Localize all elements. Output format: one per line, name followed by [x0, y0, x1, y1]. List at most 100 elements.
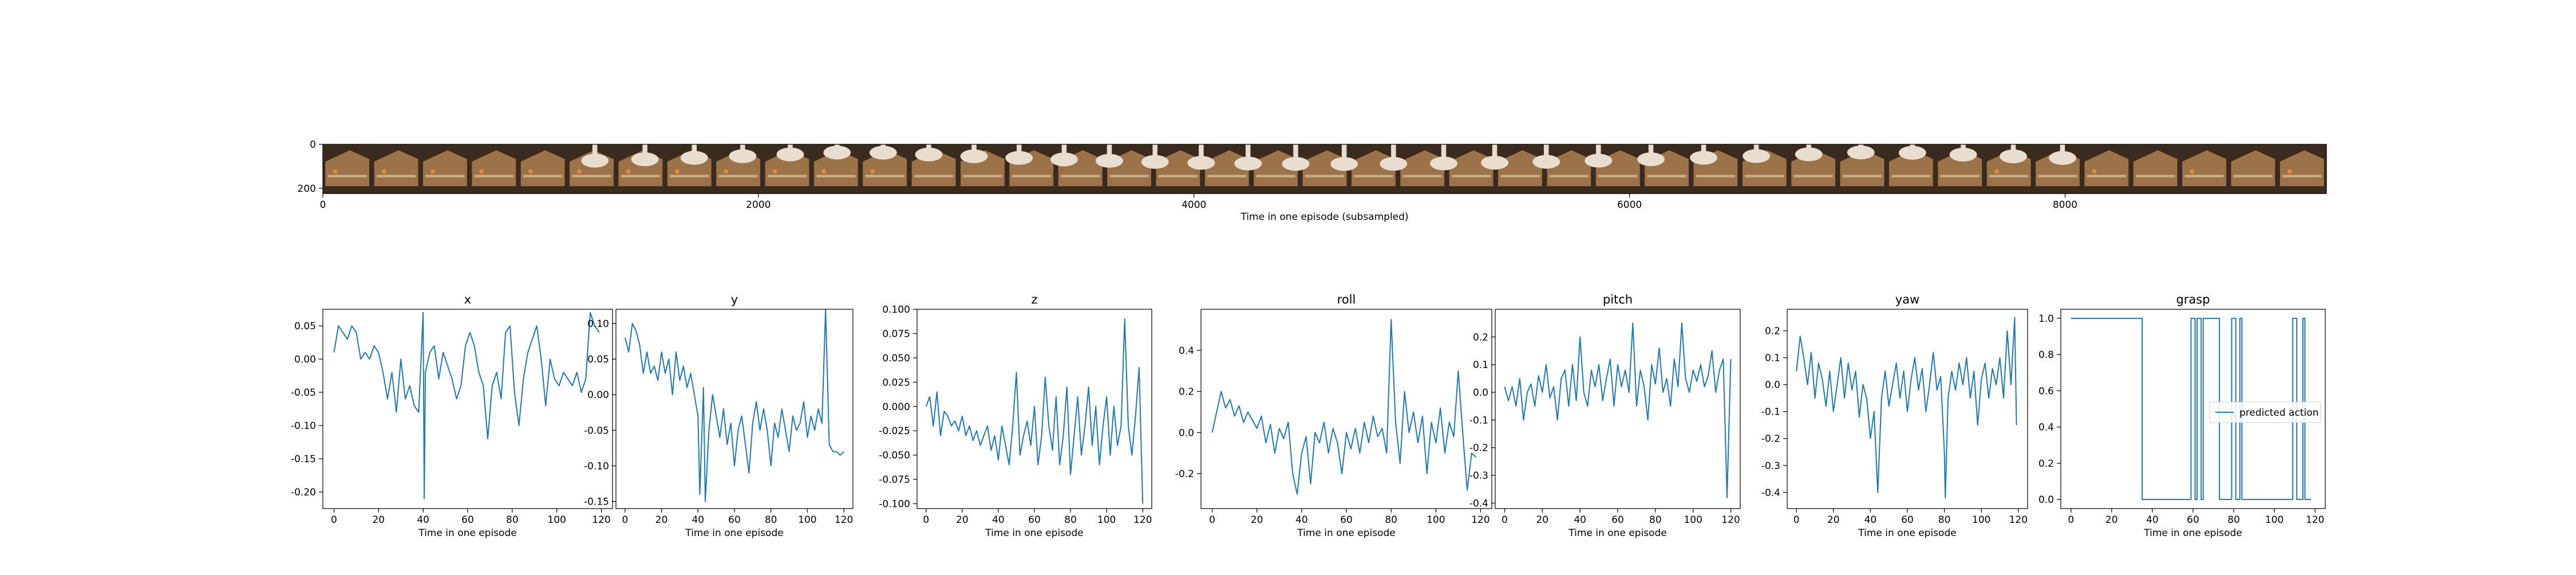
gripper-arm — [971, 144, 977, 156]
x-tick-label: 0 — [923, 514, 929, 526]
x-tick-label: 80 — [1649, 514, 1662, 526]
x-tick-label: 120 — [2306, 514, 2324, 526]
subplot-grasp: 0 20 40 60 80 100 120 1.0 0.8 0.6 0.4 0.2 0.0 grasp Ti… — [2038, 293, 2326, 539]
x-tick-label: 120 — [592, 514, 610, 526]
subplot-x: 0 20 40 60 80 100 120 0.05 0.00 -0.05 -0.10 -0.15 -0… — [291, 293, 613, 539]
y-tick-label: 0.4 — [2038, 422, 2054, 434]
x-axis-label: Time in one episode — [1858, 527, 1956, 539]
gripper-arm — [1107, 144, 1112, 161]
y-tick-label: 0.10 — [587, 318, 609, 330]
x-tick-label: 60 — [2187, 514, 2199, 526]
x-axis-label: Time in one episode — [985, 527, 1083, 539]
box-edge — [1451, 175, 1491, 178]
y-tick-label: 0.000 — [882, 401, 910, 413]
y-tick-label: 0.2 — [2038, 458, 2054, 470]
box-edge — [1207, 175, 1247, 178]
y-tick-label: -0.100 — [879, 499, 910, 510]
plot-area — [323, 309, 613, 509]
target-dot — [1994, 169, 1999, 174]
box-edge — [1598, 175, 1638, 178]
frame — [860, 144, 910, 194]
y-tick-label: -0.050 — [879, 450, 910, 462]
box-edge — [572, 175, 611, 178]
target-dot — [870, 169, 875, 174]
x-tick-label: 40 — [417, 514, 429, 526]
gripper-arm — [834, 144, 840, 153]
y-tick-label: -0.2 — [1175, 468, 1194, 480]
box-edge — [670, 175, 709, 178]
x-tick-label: 20 — [1827, 514, 1840, 526]
series-line — [1796, 317, 2017, 499]
gripper-arm — [1492, 144, 1498, 163]
frame — [518, 144, 567, 194]
gripper-arm — [1199, 144, 1204, 163]
box-edge — [2038, 175, 2077, 178]
gripper-arm — [1543, 144, 1549, 162]
frame — [2229, 144, 2278, 194]
plot-area — [616, 309, 853, 509]
frame — [958, 144, 1008, 194]
y-tick-label: -0.20 — [291, 487, 316, 498]
gripper-arm — [740, 144, 745, 156]
x-tick-label: 100 — [1097, 514, 1116, 526]
x-tick-label: 0 — [622, 514, 629, 526]
series-line — [925, 318, 1144, 504]
frame — [811, 144, 861, 194]
x-tick-label: 120 — [2009, 514, 2028, 526]
box-edge — [1354, 175, 1393, 178]
box-edge — [1500, 175, 1540, 178]
y-tick-label: 0.2 — [1179, 387, 1194, 398]
box-edge — [1012, 175, 1051, 178]
gripper-arm — [592, 144, 598, 161]
x-tick-label: 0 — [1209, 514, 1215, 526]
x-axis-label: Time in one episode — [1568, 527, 1666, 539]
subplot-title: pitch — [1603, 293, 1633, 306]
y-tick-label: -0.4 — [1761, 487, 1780, 499]
gripper-arm — [1293, 144, 1298, 164]
x-tick-label: 40 — [692, 514, 704, 526]
gripper-arm — [926, 144, 931, 155]
x-tick-label: 80 — [765, 514, 777, 526]
y-tick-label: 0.1 — [1765, 353, 1780, 364]
y-tick-label: -0.1 — [1469, 415, 1488, 426]
x-tick-label: 40 — [992, 514, 1005, 526]
frame — [1585, 144, 1642, 194]
frame — [2082, 144, 2131, 194]
x-tick-label: 0 — [1793, 514, 1800, 526]
subplot-yaw: 0 20 40 60 80 100 120 0.2 0.1 0.0 -0.1 -0.2 -0.3 -0.4… — [1761, 293, 2028, 539]
x-tick-label: 2000 — [746, 199, 771, 211]
box-edge — [1549, 175, 1589, 178]
x-tick-label: 80 — [1064, 514, 1077, 526]
target-dot — [2190, 169, 2195, 174]
frame — [1096, 144, 1154, 194]
target-dot — [2287, 169, 2292, 174]
gripper-arm — [1648, 144, 1654, 160]
y-tick-label: -0.10 — [291, 420, 316, 432]
gripper-arm — [692, 144, 697, 158]
y-tick-label: -0.05 — [291, 387, 316, 399]
y-tick-label: 0 — [310, 139, 316, 151]
x-tick-label: 60 — [461, 514, 474, 526]
y-tick-label: 0.2 — [1765, 326, 1780, 337]
frame — [2179, 144, 2229, 194]
frame — [1141, 144, 1203, 194]
y-tick-label: -0.15 — [291, 454, 316, 465]
box-edge — [963, 175, 1002, 178]
box-edge — [2282, 175, 2322, 178]
y-tick-label: 0.2 — [1473, 332, 1488, 343]
y-tick-label: -0.1 — [1761, 407, 1780, 418]
frame — [1430, 144, 1496, 194]
frame — [762, 144, 812, 194]
target-dot — [772, 169, 777, 174]
target-dot — [528, 169, 533, 174]
target-dot — [430, 169, 436, 174]
frame — [1050, 144, 1105, 194]
x-tick-label: 100 — [1972, 514, 1990, 526]
x-tick-label: 4000 — [1182, 199, 1206, 211]
x-tick-label: 120 — [1721, 514, 1740, 526]
y-tick-label: -0.2 — [1761, 434, 1780, 445]
x-tick-label: 0 — [2068, 514, 2074, 526]
x-tick-label: 40 — [1574, 514, 1586, 526]
gripper-arm — [1441, 144, 1447, 164]
